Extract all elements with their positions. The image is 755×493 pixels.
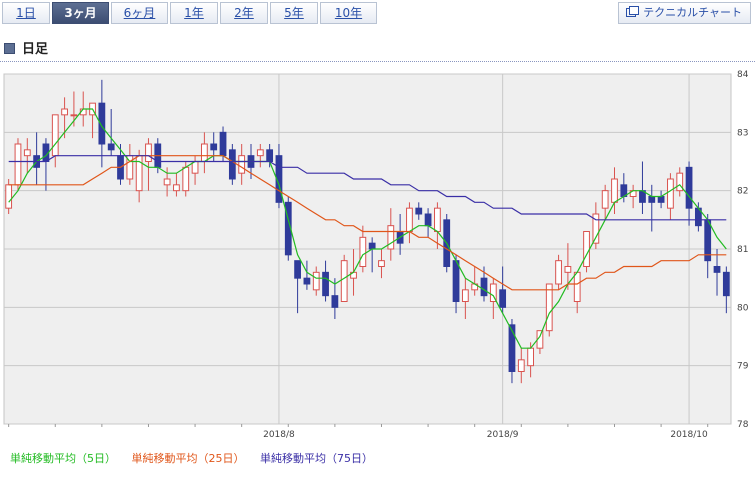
- candle-up: [555, 260, 562, 285]
- candle-up: [387, 225, 395, 250]
- candle-down: [210, 143, 218, 151]
- candle-up: [51, 114, 59, 157]
- candle-up: [667, 178, 674, 209]
- candle-up: [145, 143, 152, 162]
- candle-up: [406, 207, 413, 233]
- candle-down: [415, 207, 423, 215]
- candle-down: [294, 260, 301, 279]
- y-tick-label: 84: [737, 70, 749, 80]
- candle-up: [489, 283, 497, 302]
- candle-up: [611, 178, 618, 203]
- candle-up: [359, 236, 367, 267]
- candle-down: [713, 266, 721, 273]
- square-icon: [4, 43, 15, 54]
- tab-6m[interactable]: 6ヶ月: [111, 2, 168, 24]
- candle-up: [461, 289, 469, 302]
- x-tick-label: 2018/8: [263, 430, 295, 440]
- candle-up: [601, 190, 609, 209]
- candle-down: [648, 196, 656, 203]
- tab-5y[interactable]: 5年: [270, 2, 318, 24]
- candle-down: [424, 213, 432, 227]
- candle-down: [722, 271, 730, 297]
- ma5-line: [8, 108, 727, 349]
- candle-up: [517, 359, 525, 373]
- candle-down: [266, 149, 274, 163]
- candle-down: [499, 289, 507, 308]
- candle-up: [61, 108, 68, 116]
- candlestick-chart: 78 79 80 81 82 83 84 2018/8 2018/9 2018/10: [3, 70, 749, 440]
- tab-3m[interactable]: 3ヶ月: [52, 2, 109, 24]
- candle-up: [676, 172, 684, 192]
- ma25-line: [8, 155, 727, 291]
- candle-up: [70, 114, 78, 117]
- technical-chart-button[interactable]: テクニカルチャート: [618, 2, 751, 24]
- candle-up: [5, 184, 13, 209]
- candle-up: [434, 207, 441, 233]
- candle-up: [340, 260, 348, 303]
- chart-legend: 単純移動平均（5日） 単純移動平均（25日） 単純移動平均（75日）: [10, 450, 385, 466]
- candle-down: [368, 242, 376, 250]
- candle-up: [14, 143, 22, 186]
- tab-1d[interactable]: 1日: [2, 2, 50, 24]
- legend-ma75: 単純移動平均（75日）: [260, 452, 373, 465]
- candle-up: [182, 166, 190, 192]
- candle-down: [480, 277, 488, 297]
- technical-chart-label: テクニカルチャート: [643, 6, 742, 19]
- y-tick-label: 82: [737, 187, 748, 197]
- candle-up: [173, 184, 180, 192]
- y-tick-label: 80: [737, 303, 749, 313]
- legend-ma5: 単純移動平均（5日）: [10, 452, 116, 465]
- candle-down: [452, 260, 460, 303]
- y-tick-label: 83: [737, 128, 748, 138]
- candle-up: [201, 143, 208, 162]
- section-title: 日足: [4, 38, 48, 57]
- divider: [0, 61, 755, 62]
- section-title-label: 日足: [22, 42, 49, 57]
- candle-up: [573, 271, 581, 302]
- candle-down: [322, 271, 329, 297]
- candle-down: [228, 149, 236, 180]
- candle-up: [23, 149, 31, 157]
- candle-down: [657, 196, 665, 203]
- period-tabs: 1日 3ヶ月 6ヶ月 1年 2年 5年 10年: [2, 2, 379, 24]
- candle-down: [331, 295, 339, 308]
- candle-up: [592, 213, 600, 244]
- candle-down: [685, 166, 693, 209]
- y-tick-label: 79: [737, 362, 749, 372]
- ma75-line: [8, 155, 727, 221]
- candle-up: [527, 347, 534, 367]
- candle-down: [107, 143, 115, 151]
- candle-up: [545, 283, 553, 332]
- window-icon: [626, 6, 640, 17]
- candle-up: [238, 155, 246, 174]
- tab-2y[interactable]: 2年: [220, 2, 268, 24]
- y-tick-label: 78: [737, 420, 749, 430]
- candle-up: [256, 149, 264, 157]
- candle-down: [219, 131, 227, 157]
- y-tick-label: 81: [737, 245, 748, 255]
- candle-up: [163, 178, 171, 186]
- candle-down: [508, 324, 516, 373]
- candle-up: [564, 266, 572, 273]
- x-tick-label: 2018/10: [670, 430, 708, 440]
- candle-down: [303, 277, 311, 285]
- tab-10y[interactable]: 10年: [320, 2, 377, 24]
- candle-down: [98, 102, 106, 145]
- tab-1y[interactable]: 1年: [170, 2, 218, 24]
- x-tick-label: 2018/9: [487, 430, 519, 440]
- candle-up: [378, 260, 385, 268]
- candle-up: [312, 271, 320, 291]
- candle-up: [583, 231, 590, 267]
- legend-ma25: 単純移動平均（25日）: [131, 452, 245, 465]
